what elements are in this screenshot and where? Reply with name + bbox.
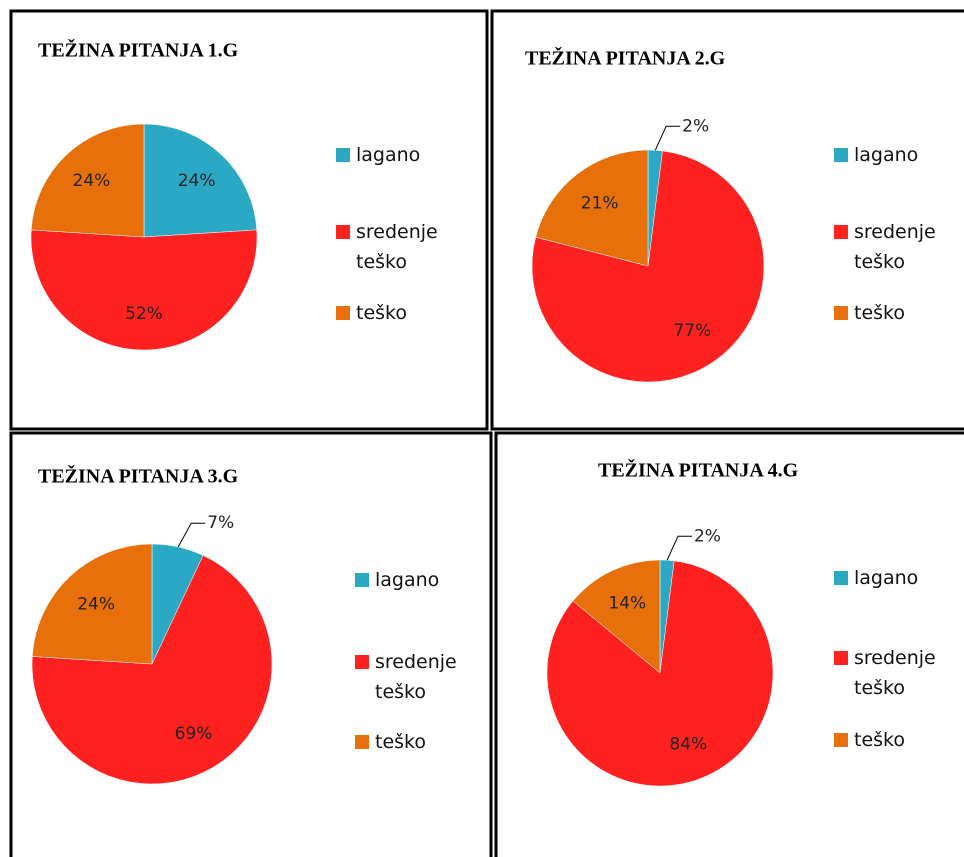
- data-label: 21%: [581, 194, 619, 214]
- data-label: 52%: [125, 304, 163, 324]
- data-label: 14%: [608, 593, 646, 613]
- legend-label: lagano: [356, 144, 421, 166]
- leader-line: [177, 522, 206, 548]
- data-label: 7%: [207, 513, 234, 533]
- data-label: 69%: [175, 724, 213, 744]
- legend-item: teško: [355, 727, 485, 757]
- data-label: 2%: [694, 526, 721, 546]
- legend-label: sredenje teško: [375, 651, 457, 703]
- chart-title: TEŽINA PITANJA 1.G: [38, 38, 239, 62]
- legend-swatch: [355, 573, 369, 587]
- legend-item: sredenje teško: [355, 647, 485, 707]
- chart-title: TEŽINA PITANJA 4.G: [598, 458, 799, 482]
- legend-label: lagano: [854, 144, 919, 166]
- panel-border: [490, 9, 964, 431]
- legend-swatch: [834, 225, 848, 239]
- panel-border: [494, 431, 964, 857]
- pie-slice: [143, 123, 258, 238]
- data-label: 77%: [673, 321, 711, 341]
- legend-label: teško: [854, 729, 905, 751]
- legend-item: teško: [834, 725, 964, 755]
- panel-border: [9, 431, 493, 857]
- legend-item: sredenje teško: [834, 643, 964, 703]
- pie-slice: [531, 150, 765, 383]
- leader-line: [666, 535, 692, 561]
- legend-label: sredenje teško: [854, 221, 936, 273]
- legend-label: sredenje teško: [356, 221, 438, 273]
- pie-slice: [572, 559, 661, 674]
- legend-label: lagano: [375, 569, 440, 591]
- pie-slice: [546, 560, 774, 787]
- pie-slice: [30, 229, 258, 351]
- legend-swatch: [336, 148, 350, 162]
- legend-item: teško: [834, 298, 964, 328]
- pie-slice: [31, 543, 153, 665]
- legend-swatch: [336, 225, 350, 239]
- chart-title: TEŽINA PITANJA 3.G: [38, 464, 239, 488]
- pie-slice: [535, 149, 649, 267]
- data-label: 84%: [669, 734, 707, 754]
- legend-label: teško: [356, 302, 407, 324]
- data-label: 2%: [682, 116, 709, 136]
- legend-label: lagano: [854, 567, 919, 589]
- legend-label: sredenje teško: [854, 647, 936, 699]
- legend-item: lagano: [834, 140, 964, 170]
- legend-swatch: [834, 148, 848, 162]
- data-label: 24%: [73, 171, 111, 191]
- legend-item: sredenje teško: [336, 217, 466, 277]
- legend-swatch: [355, 655, 369, 669]
- legend-swatch: [834, 651, 848, 665]
- legend-item: teško: [336, 298, 466, 328]
- legend-swatch: [355, 735, 369, 749]
- leader-line: [654, 125, 681, 151]
- legend-swatch: [834, 306, 848, 320]
- pie-slice: [30, 123, 145, 238]
- legend-item: lagano: [336, 140, 466, 170]
- chart-title: TEŽINA PITANJA 2.G: [525, 46, 726, 70]
- legend-label: teško: [854, 302, 905, 324]
- legend-swatch: [834, 571, 848, 585]
- data-label: 24%: [178, 171, 216, 191]
- legend-swatch: [834, 733, 848, 747]
- legend-swatch: [336, 306, 350, 320]
- panel-border: [9, 9, 489, 431]
- pie-slice: [31, 555, 273, 785]
- legend-label: teško: [375, 731, 426, 753]
- data-label: 24%: [77, 595, 115, 615]
- legend-item: lagano: [355, 565, 485, 595]
- legend-item: sredenje teško: [834, 217, 964, 277]
- legend-item: lagano: [834, 563, 964, 593]
